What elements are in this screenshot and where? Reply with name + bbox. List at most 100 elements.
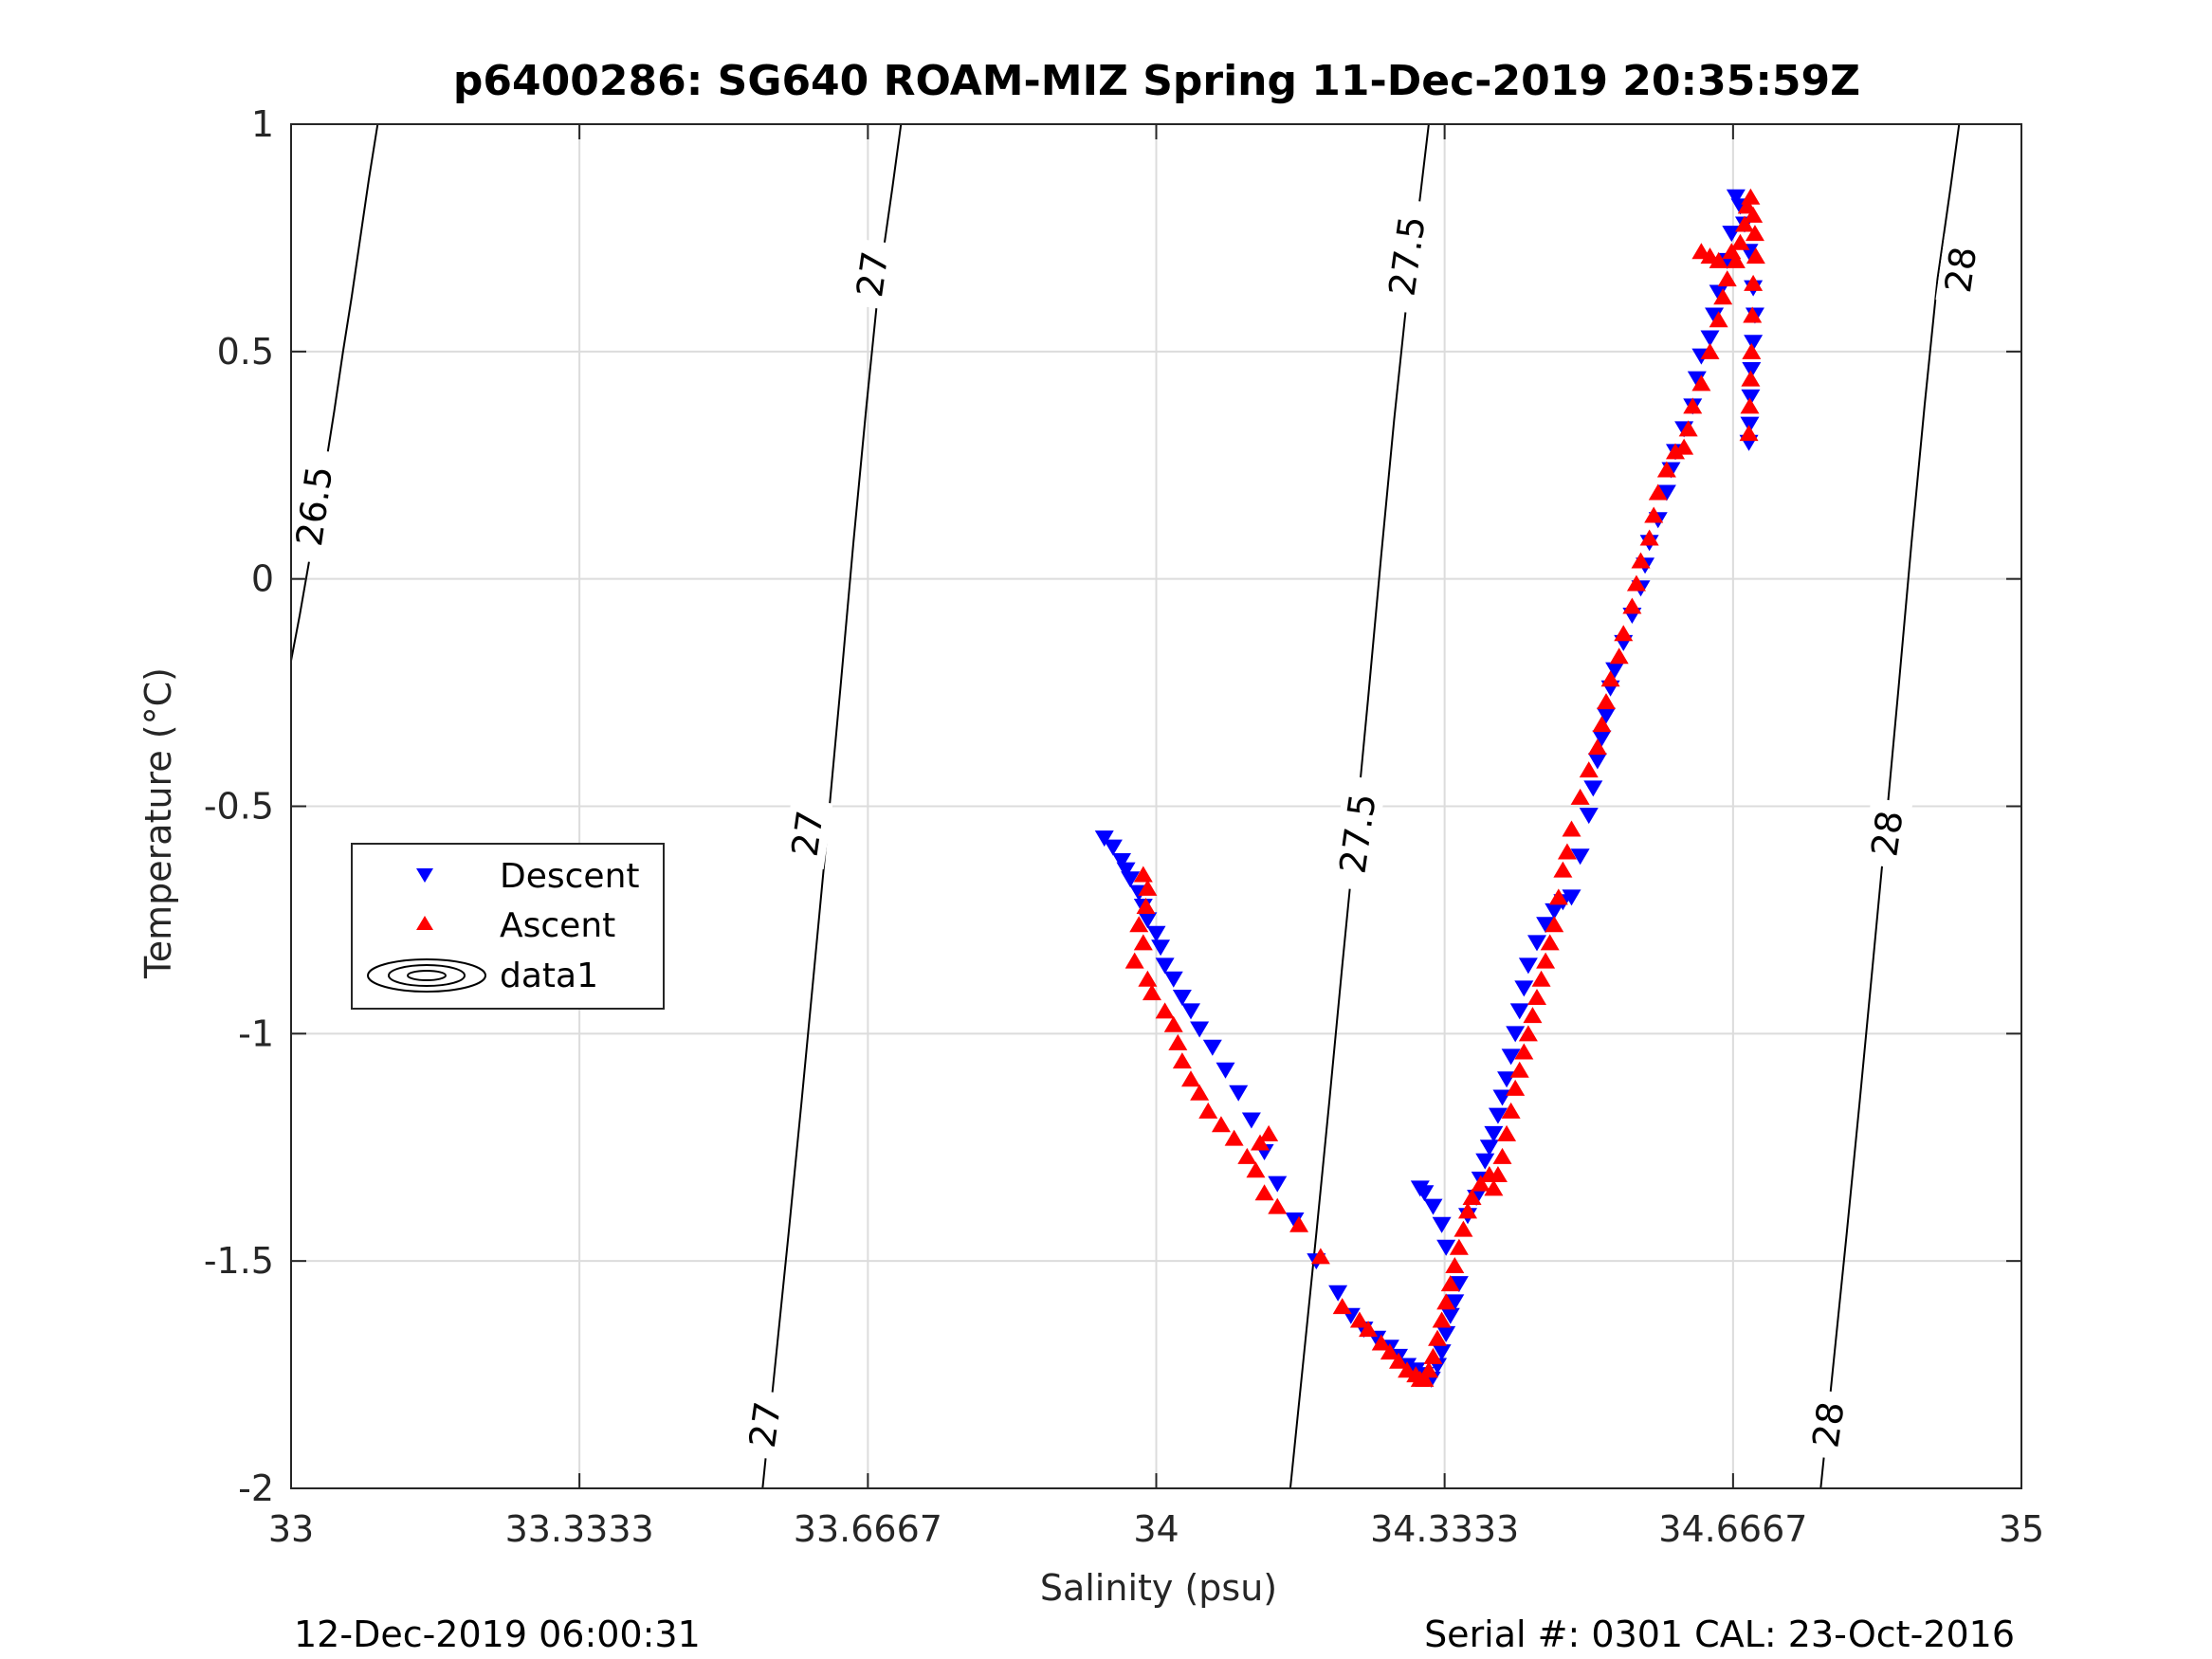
ascent-marker xyxy=(1523,1007,1543,1024)
ascent-marker xyxy=(1484,1179,1504,1196)
descent-marker xyxy=(1094,830,1114,848)
descent-marker xyxy=(1741,389,1761,406)
ascent-marker xyxy=(1462,1189,1482,1206)
x-axis-label: Salinity (psu) xyxy=(1040,1567,1277,1609)
contour-label-bg xyxy=(285,447,343,565)
ascent-marker xyxy=(1557,843,1577,860)
ascent-marker xyxy=(1251,1134,1270,1151)
descent-marker xyxy=(1742,362,1762,379)
ascent-marker xyxy=(1730,233,1750,250)
ascent-marker xyxy=(1133,934,1153,951)
ascent-marker xyxy=(1254,1184,1274,1201)
descent-marker xyxy=(1514,980,1534,997)
data-markers xyxy=(1094,188,1765,1388)
ascent-marker xyxy=(1553,861,1573,878)
contour-label: 27 xyxy=(741,1399,789,1450)
descent-marker xyxy=(1328,1285,1348,1302)
contour-label-bg xyxy=(847,238,898,311)
y-axis-label: Temperature (°C) xyxy=(137,667,179,979)
ascent-marker xyxy=(1531,970,1551,987)
descent-marker xyxy=(1687,371,1707,388)
y-tick-label: 0 xyxy=(251,558,274,600)
ascent-marker xyxy=(1683,397,1703,414)
ascent-marker xyxy=(1380,1343,1399,1360)
descent-marker xyxy=(1432,1216,1452,1233)
x-tick-label: 34.3333 xyxy=(1370,1508,1519,1550)
descent-marker xyxy=(1592,730,1612,747)
ascent-marker xyxy=(1514,1043,1534,1060)
ascent-marker xyxy=(1562,820,1581,837)
x-tick-label: 35 xyxy=(1999,1508,2044,1550)
footer-right-serial-cal: Serial #: 0301 CAL: 23-Oct-2016 xyxy=(1424,1613,2015,1655)
ascent-marker xyxy=(1548,888,1568,905)
ascent-marker xyxy=(1744,274,1764,291)
ascent-marker xyxy=(1545,916,1564,933)
ascent-marker xyxy=(1418,1361,1438,1378)
ascent-marker xyxy=(1181,1070,1200,1087)
ascent-marker xyxy=(1332,1298,1352,1315)
ascent-marker xyxy=(1691,374,1711,392)
descent-marker xyxy=(1744,335,1764,352)
descent-marker xyxy=(1229,1085,1249,1102)
contour-label-bg xyxy=(1861,797,1913,870)
legend-data1-label: data1 xyxy=(500,957,598,995)
ascent-marker xyxy=(1666,443,1685,460)
ascent-marker xyxy=(1527,988,1546,1005)
ascent-marker xyxy=(1471,1175,1490,1192)
descent-marker xyxy=(1155,957,1175,975)
ascent-marker xyxy=(1713,288,1733,305)
x-tick-label: 33.6667 xyxy=(794,1508,942,1550)
ascent-marker xyxy=(1700,342,1720,359)
descent-marker xyxy=(1488,1107,1508,1124)
ascent-marker xyxy=(1428,1329,1448,1346)
ascent-marker xyxy=(1648,483,1668,501)
ascent-marker xyxy=(1631,552,1651,569)
ascent-marker xyxy=(1709,311,1728,328)
ascent-marker xyxy=(1172,1052,1192,1069)
ascent-marker xyxy=(1349,1311,1369,1328)
ascent-marker xyxy=(1726,251,1746,268)
axis-ticks: 33 33.3333 33.6667 34 34.3333 34.6667 35 -2 -1.5… xyxy=(204,103,2044,1550)
ascent-series xyxy=(1124,188,1765,1387)
ascent-marker xyxy=(1155,1002,1175,1019)
ascent-marker xyxy=(1639,529,1659,546)
descent-marker xyxy=(1121,871,1141,888)
descent-marker xyxy=(1536,917,1556,934)
ascent-marker xyxy=(1432,1311,1452,1328)
ascent-marker xyxy=(1509,1061,1529,1078)
descent-marker xyxy=(1423,1198,1443,1215)
descent-marker xyxy=(1410,1180,1430,1197)
descent-marker xyxy=(1241,1112,1261,1129)
ascent-marker xyxy=(1124,952,1144,969)
descent-marker xyxy=(1432,1344,1452,1361)
legend-ascent-label: Ascent xyxy=(500,906,615,945)
contour-label-bg xyxy=(1379,197,1436,315)
ascent-marker xyxy=(1163,1015,1183,1032)
ascent-marker xyxy=(1745,225,1764,242)
ascent-marker xyxy=(1142,984,1161,1001)
ascent-marker xyxy=(1497,1124,1517,1141)
contour-label-bg xyxy=(1329,775,1387,892)
descent-marker xyxy=(1579,808,1599,825)
contour-label-bg xyxy=(782,797,833,870)
ascent-marker xyxy=(1133,866,1153,883)
ascent-marker xyxy=(1587,738,1607,756)
ascent-marker xyxy=(1359,1321,1379,1338)
ascent-marker xyxy=(1717,270,1737,287)
ascent-marker xyxy=(1579,761,1599,778)
descent-marker xyxy=(1518,957,1538,975)
ascent-marker xyxy=(1501,1102,1521,1119)
ascent-marker xyxy=(1626,574,1646,592)
ascent-marker xyxy=(1415,1370,1435,1387)
ascent-marker xyxy=(1744,206,1764,223)
ascent-marker xyxy=(1138,879,1158,896)
ascent-marker xyxy=(1488,1166,1508,1183)
ascent-marker xyxy=(1740,397,1760,414)
legend-contour-icon xyxy=(367,958,486,993)
contour-label: 28 xyxy=(1937,244,1984,295)
descent-marker xyxy=(1545,902,1564,920)
ascent-marker xyxy=(1458,1202,1477,1219)
descent-marker xyxy=(1705,307,1725,324)
descent-marker xyxy=(1436,1325,1456,1342)
ascent-marker xyxy=(1259,1124,1279,1141)
